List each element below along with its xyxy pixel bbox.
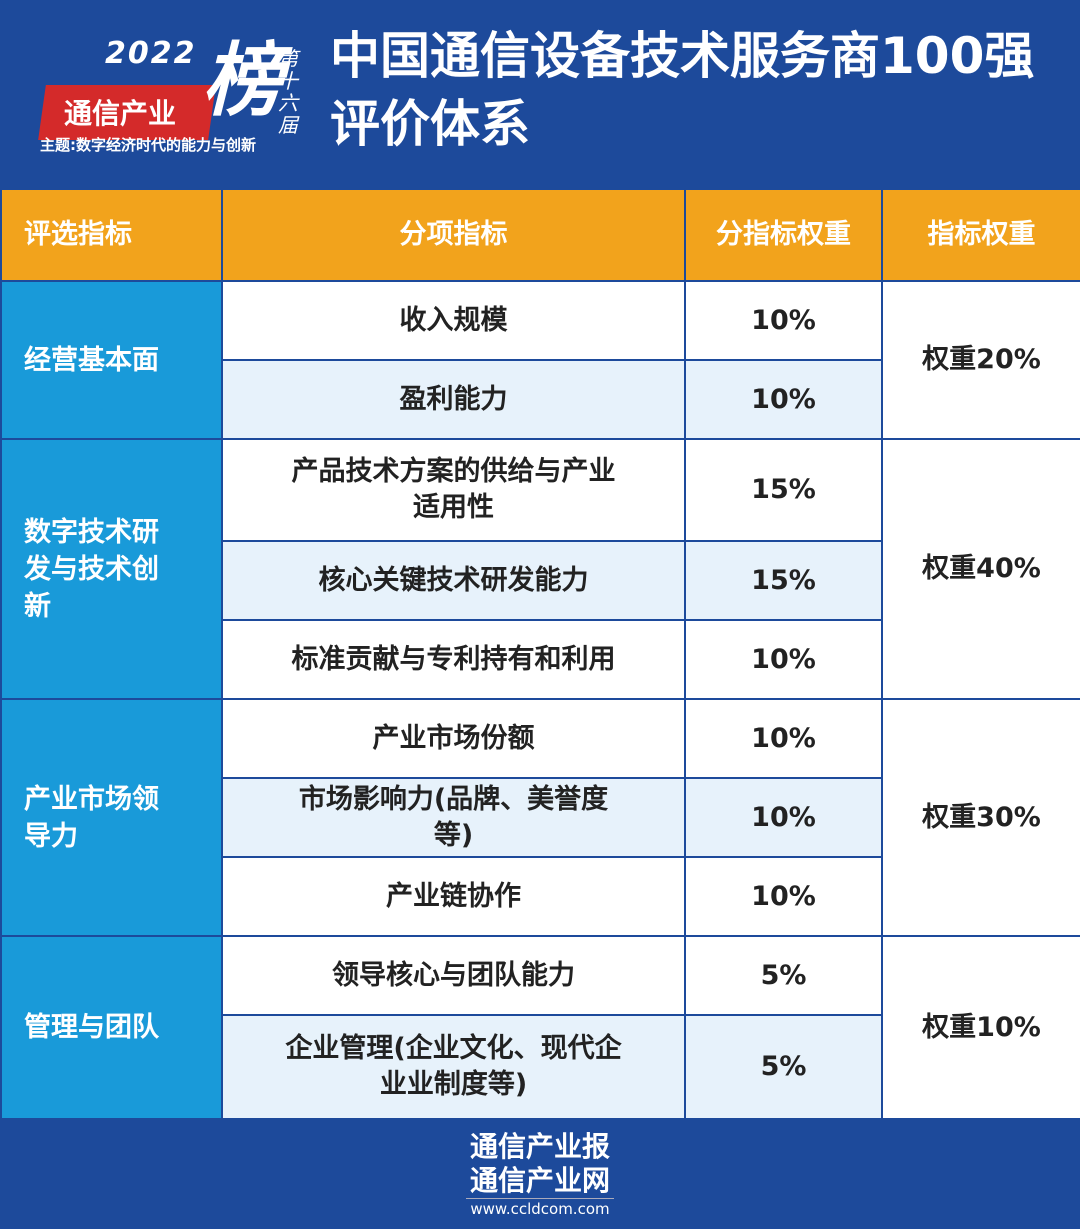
sub-weight-cell: 5%	[684, 935, 883, 1016]
table-row: 盈利能力 10%	[1, 359, 1080, 440]
title-line-2: 评价体系	[330, 95, 530, 153]
sub-indicator-cell: 市场影响力(品牌、美誉度等)	[221, 777, 686, 858]
evaluation-table: 评选指标 分项指标 分指标权重 指标权重 经营基本面 收入规模 10% 权重20% 盈利能力 1…	[0, 188, 1080, 1120]
sub-weight-cell: 10%	[684, 777, 883, 858]
sub-weight-cell: 10%	[684, 619, 883, 700]
sub-indicator-cell: 收入规模	[221, 280, 686, 361]
logo-edition: 第十六届	[278, 47, 298, 137]
sub-weight-cell: 10%	[684, 359, 883, 440]
category-cell: 数字技术研发与技术创新	[0, 438, 223, 700]
sub-indicator-cell: 领导核心与团队能力	[221, 935, 686, 1016]
logo-year: 2022	[105, 36, 197, 71]
category-cell: 管理与团队	[0, 935, 223, 1120]
table-row: 数字技术研发与技术创新 产品技术方案的供给与产业适用性 15% 权重40%	[0, 438, 1080, 700]
table-row: 核心关键技术研发能力 15%	[1, 540, 1080, 621]
column-header: 指标权重	[881, 188, 1080, 282]
footer-url[interactable]: www.ccldcom.com	[466, 1198, 614, 1219]
sub-indicator-cell: 盈利能力	[221, 359, 686, 440]
column-header: 评选指标	[0, 188, 223, 282]
table-row: 产业市场领导力 产业市场份额 10% 权重30%	[0, 698, 1080, 937]
category-cell: 经营基本面	[0, 280, 223, 440]
sub-weight-cell: 15%	[684, 540, 883, 621]
sub-indicator-cell: 产业链协作	[221, 856, 686, 937]
sub-indicator-cell: 核心关键技术研发能力	[221, 540, 686, 621]
group-weight-cell: 权重30%	[881, 698, 1080, 937]
table-row: 管理与团队 领导核心与团队能力 5% 权重10%	[0, 935, 1080, 1120]
page-title: 中国通信设备技术服务商100强 评价体系	[330, 22, 1034, 158]
event-logo: 2022 通信产业 榜 第十六届 主题:数字经济时代的能力与创新	[30, 30, 298, 160]
sub-weight-cell: 5%	[684, 1014, 883, 1120]
footer-site-name: 通信产业网	[469, 1164, 610, 1197]
logo-name: 通信产业	[64, 97, 177, 130]
sub-weight-cell: 10%	[684, 280, 883, 361]
sub-weight-cell: 15%	[684, 438, 883, 542]
sub-indicator-cell: 企业管理(企业文化、现代企业业制度等)	[221, 1014, 686, 1120]
table-row: 经营基本面 收入规模 10% 权重20%	[0, 280, 1080, 440]
sub-weight-cell: 10%	[684, 698, 883, 779]
footer: 通信产业报 通信产业网 www.ccldcom.com	[0, 1124, 1080, 1229]
title-line-1: 中国通信设备技术服务商100强	[330, 27, 1035, 85]
logo-bang: 榜	[202, 33, 282, 127]
sub-weight-cell: 10%	[684, 856, 883, 937]
group-weight-cell: 权重10%	[881, 935, 1080, 1120]
column-header: 分指标权重	[684, 188, 883, 282]
footer-paper-name: 通信产业报	[469, 1130, 610, 1163]
category-cell: 产业市场领导力	[0, 698, 223, 937]
table-row: 市场影响力(品牌、美誉度等) 10%	[1, 777, 1080, 858]
column-header: 分项指标	[221, 188, 686, 282]
table-row: 标准贡献与专利持有和利用 10%	[1, 619, 1080, 700]
sub-indicator-cell: 产业市场份额	[221, 698, 686, 779]
sub-indicator-cell: 标准贡献与专利持有和利用	[221, 619, 686, 700]
group-weight-cell: 权重40%	[881, 438, 1080, 700]
sub-indicator-cell: 产品技术方案的供给与产业适用性	[221, 438, 686, 542]
header-banner: 2022 通信产业 榜 第十六届 主题:数字经济时代的能力与创新 中国通信设备技…	[0, 0, 1080, 186]
logo-theme: 主题:数字经济时代的能力与创新	[40, 136, 257, 154]
table-row: 企业管理(企业文化、现代企业业制度等) 5%	[1, 1014, 1080, 1120]
group-weight-cell: 权重20%	[881, 280, 1080, 440]
table-row: 产业链协作 10%	[1, 856, 1080, 937]
